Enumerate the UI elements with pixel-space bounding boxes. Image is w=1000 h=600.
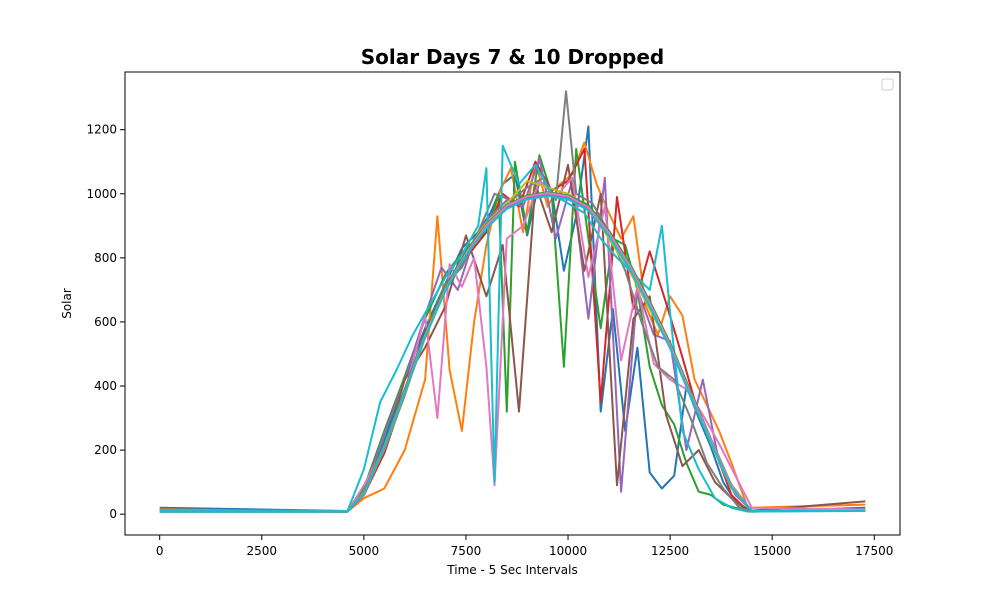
series-line-10 <box>159 144 866 513</box>
series-line-3 <box>159 147 866 513</box>
y-axis-label: Solar <box>60 288 74 319</box>
x-tick-label: 7500 <box>451 544 482 558</box>
series-line-5 <box>159 157 866 513</box>
y-tick-label: 800 <box>94 251 117 265</box>
x-tick-label: 15000 <box>753 544 791 558</box>
chart-title: Solar Days 7 & 10 Dropped <box>361 45 665 69</box>
x-tick-label: 12500 <box>651 544 689 558</box>
x-tick-label: 5000 <box>349 544 380 558</box>
legend <box>881 78 894 91</box>
y-tick-label: 400 <box>94 379 117 393</box>
x-tick-label: 10000 <box>549 544 587 558</box>
y-tick-label: 1000 <box>86 187 117 201</box>
x-axis-ticks: 0 2500 5000 7500 10000 12500 15000 17500 <box>156 535 893 558</box>
x-axis-label: Time - 5 Sec Intervals <box>446 563 577 577</box>
y-tick-label: 200 <box>94 443 117 457</box>
y-tick-label: 1200 <box>86 123 117 137</box>
y-tick-label: 0 <box>109 507 117 521</box>
x-tick-label: 2500 <box>247 544 278 558</box>
y-axis-ticks: 0 200 400 600 800 1000 1200 <box>86 123 125 521</box>
series-layer <box>159 90 866 513</box>
x-tick-label: 0 <box>156 544 164 558</box>
series-line-16 <box>159 195 866 513</box>
plot-frame <box>124 71 901 536</box>
legend-frame <box>881 78 894 91</box>
x-tick-label: 17500 <box>855 544 893 558</box>
y-tick-label: 600 <box>94 315 117 329</box>
